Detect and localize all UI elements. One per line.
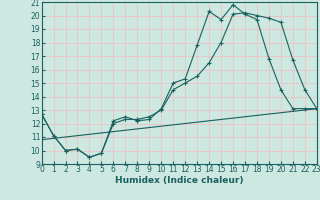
X-axis label: Humidex (Indice chaleur): Humidex (Indice chaleur) [115,176,244,185]
